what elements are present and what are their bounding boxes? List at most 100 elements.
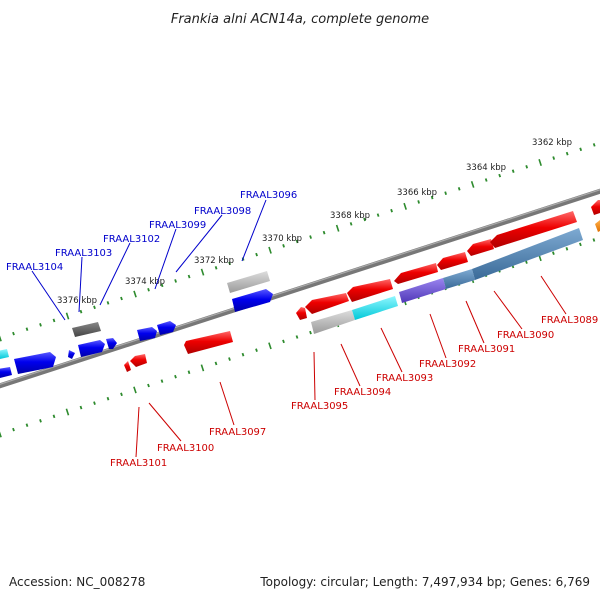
- gene-label-fraal3090[interactable]: FRAAL3090: [497, 330, 554, 341]
- gene-label-fraal3093[interactable]: FRAAL3093: [376, 373, 433, 384]
- gene-label-fraal3097[interactable]: FRAAL3097: [209, 427, 266, 438]
- gene-forward-blue-3096[interactable]: [232, 289, 273, 312]
- gene-label-fraal3100[interactable]: FRAAL3100: [157, 443, 214, 454]
- gene-reverse-red-2[interactable]: [347, 279, 393, 302]
- gene-forward-blue-4[interactable]: [106, 338, 117, 349]
- outer-scale-tick: [160, 283, 164, 288]
- gene-label-fraal3104[interactable]: FRAAL3104: [6, 262, 63, 273]
- outer-scale-tick: [52, 318, 56, 323]
- inner-scale-tick: [579, 242, 582, 247]
- gene-label-fraal3096[interactable]: FRAAL3096: [240, 190, 297, 201]
- outer-scale-tick: [39, 323, 42, 327]
- outer-scale-tick: [133, 290, 137, 298]
- gene-label-fraal3098[interactable]: FRAAL3098: [194, 206, 251, 217]
- outer-scale-tick: [525, 165, 529, 169]
- gene-reverse-red-6[interactable]: [490, 211, 577, 248]
- inner-scale-tick: [255, 348, 258, 352]
- gene-forward-blue-5[interactable]: [137, 327, 157, 341]
- inner-scale-tick: [65, 408, 70, 416]
- gene-reverse-steel-3091[interactable]: [443, 269, 475, 289]
- gene-reverse-cyan-3093[interactable]: [352, 296, 398, 320]
- gene-label-fraal3092[interactable]: FRAAL3092: [419, 359, 476, 370]
- gene-forward-blue-3[interactable]: [78, 340, 105, 357]
- genome-stats-text: Topology: circular; Length: 7,497,934 bp…: [259, 575, 590, 589]
- inner-scale-tick: [214, 361, 218, 366]
- gene-label-fraal3091[interactable]: FRAAL3091: [458, 344, 515, 355]
- outer-scale-tick: [309, 235, 312, 239]
- gene-forward-blue-6[interactable]: [157, 321, 176, 335]
- outer-scale-tick: [65, 312, 70, 320]
- outer-scale-tick: [592, 143, 596, 147]
- inner-scale-tick: [25, 423, 29, 427]
- inner-scale-tick: [133, 386, 137, 394]
- gene-forward-blue-2[interactable]: [68, 350, 75, 359]
- outer-scale-tick: [187, 274, 191, 279]
- gene-reverse-red-3[interactable]: [394, 263, 438, 284]
- outer-scale-tick: [295, 239, 299, 244]
- inner-scale-tick: [295, 335, 299, 339]
- inner-scale-tick: [52, 414, 56, 419]
- gene-reverse-red-4[interactable]: [437, 252, 468, 270]
- outer-scale-tick: [12, 331, 15, 336]
- outer-scale-tick: [390, 208, 393, 213]
- gene-label-fraal3103[interactable]: FRAAL3103: [55, 248, 112, 259]
- outer-scale-tick: [565, 151, 569, 156]
- outer-scale-tick: [349, 222, 353, 226]
- outer-scale-tick: [79, 309, 83, 314]
- inner-scale-tick: [79, 405, 83, 410]
- gene-reverse-3095[interactable]: [305, 293, 349, 314]
- outer-scale-tick: [106, 301, 110, 305]
- gene-label-fraal3094[interactable]: FRAAL3094: [334, 387, 391, 398]
- inner-scale-tick: [241, 352, 245, 357]
- gene-reverse-3100[interactable]: [130, 354, 147, 367]
- gene-forward-cyan-left[interactable]: [0, 349, 9, 359]
- inner-scale-tick: [0, 431, 2, 438]
- gene-reverse-red-5[interactable]: [467, 239, 494, 256]
- outer-scale-tick: [268, 246, 272, 254]
- gene-reverse-grey-3094[interactable]: [311, 310, 355, 334]
- outer-scale-tick: [228, 261, 231, 266]
- outer-scale-tick: [335, 224, 340, 232]
- gene-reverse-red-right[interactable]: [591, 200, 600, 215]
- gene-forward-dark-3103[interactable]: [72, 322, 101, 337]
- outer-scale-tick: [498, 173, 502, 178]
- outer-scale-tick: [214, 266, 218, 270]
- gene-forward-blue-left-small[interactable]: [0, 367, 12, 378]
- accession-text: Accession: NC_008278: [9, 575, 145, 589]
- gene-reverse-purple-3092[interactable]: [399, 278, 446, 303]
- gene-reverse-steel-3090[interactable]: [472, 228, 583, 280]
- outer-scale-tick: [0, 335, 2, 342]
- gene-reverse-orange-right[interactable]: [595, 220, 600, 232]
- gene-reverse-3097[interactable]: [184, 331, 233, 354]
- inner-scale-tick: [147, 383, 150, 388]
- forward-strand-genes: [0, 271, 273, 378]
- gene-label-fraal3101[interactable]: FRAAL3101: [110, 458, 167, 469]
- gene-forward-blue-1[interactable]: [14, 352, 56, 374]
- outer-scale-tick: [457, 187, 461, 191]
- outer-scale-tick: [174, 279, 177, 283]
- outer-scale-tick: [93, 305, 96, 310]
- inner-scale-tick: [174, 374, 177, 379]
- outer-scale-tick: [538, 158, 542, 166]
- gene-forward-grey-3096[interactable]: [227, 271, 270, 293]
- outer-scale-tick: [282, 244, 285, 248]
- map-title: Frankia alni ACN14a, complete genome: [171, 12, 429, 27]
- gene-label-fraal3095[interactable]: FRAAL3095: [291, 401, 348, 412]
- gene-label-fraal3102[interactable]: FRAAL3102: [103, 234, 160, 245]
- outer-scale-tick: [417, 200, 420, 204]
- gene-reverse-3101-a[interactable]: [124, 361, 131, 372]
- gene-reverse-3095-small[interactable]: [296, 307, 307, 320]
- outer-scale-tick: [403, 202, 407, 210]
- gene-label-fraal3099[interactable]: FRAAL3099: [149, 220, 206, 231]
- reverse-strand-genes: [124, 200, 600, 372]
- inner-scale-tick: [12, 427, 15, 432]
- outer-scale-tick: [579, 147, 583, 152]
- inner-scale-tick: [552, 251, 555, 255]
- gene-label-fraal3089[interactable]: FRAAL3089: [541, 315, 598, 326]
- outer-scale-tick: [444, 191, 447, 195]
- outer-scale-tick: [255, 252, 258, 257]
- inner-scale-tick: [592, 238, 596, 242]
- outer-scale-tick: [552, 156, 556, 160]
- inner-scale-tick: [93, 401, 96, 405]
- outer-scale-tick: [430, 195, 434, 200]
